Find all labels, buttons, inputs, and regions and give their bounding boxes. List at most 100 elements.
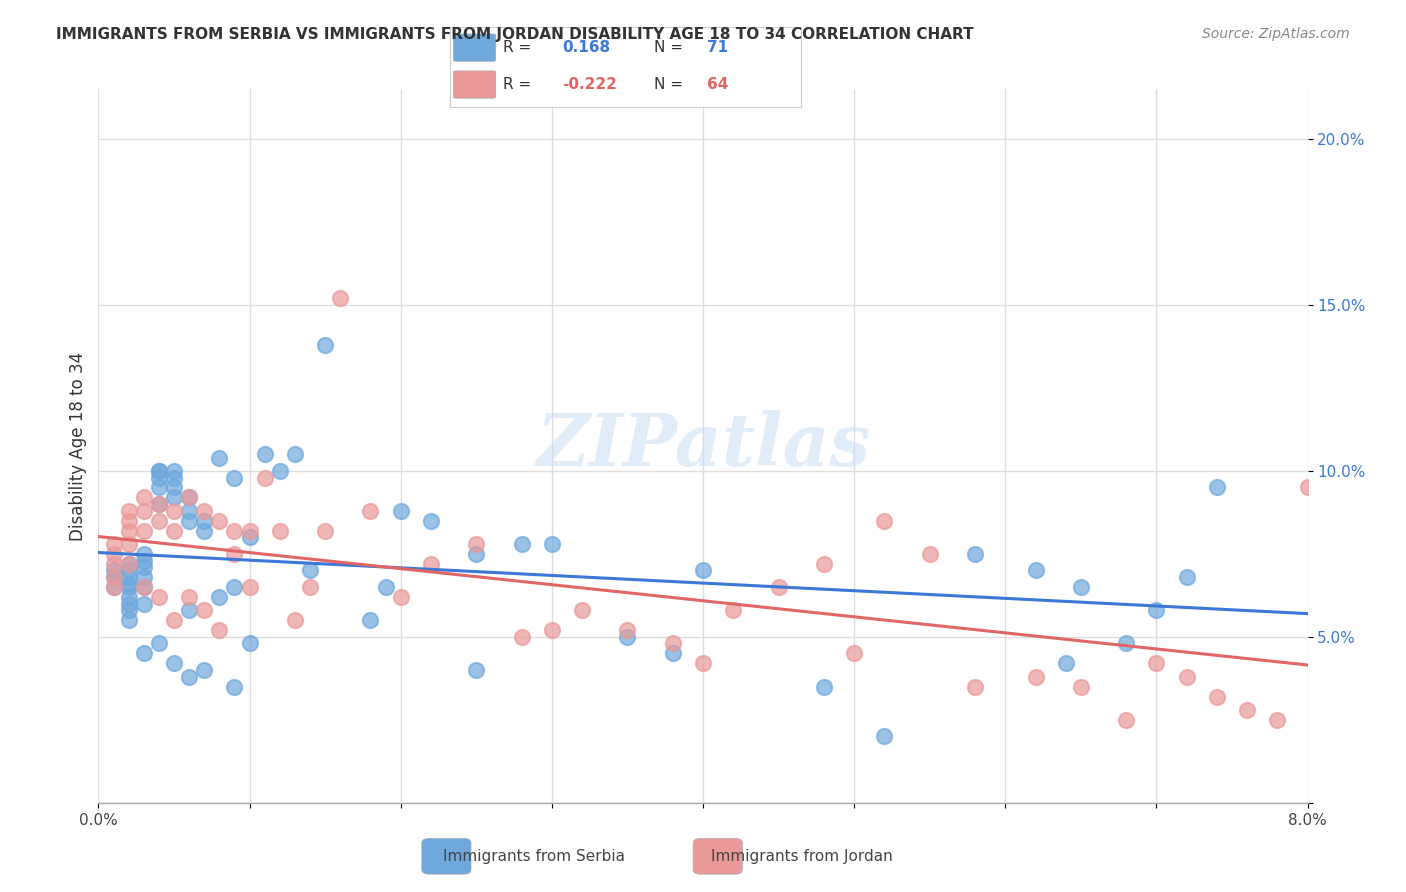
Point [118,576,141,591]
Point [661,636,683,650]
Point [179,504,201,518]
Point [239,530,262,544]
Point [420,557,443,571]
Point [132,580,155,594]
Point [374,580,396,594]
Point [965,680,987,694]
Point [118,524,141,538]
Text: R =: R = [503,77,531,92]
Point [1146,603,1168,617]
Text: 71: 71 [707,40,728,55]
Point [1296,481,1319,495]
Point [163,481,186,495]
Point [844,647,866,661]
Point [360,504,382,518]
Point [465,663,488,677]
Point [179,514,201,528]
Point [661,647,683,661]
Point [1372,690,1395,704]
Point [329,291,352,305]
Point [1206,690,1229,704]
Point [193,504,215,518]
Text: Source: ZipAtlas.com: Source: ZipAtlas.com [1202,27,1350,41]
Point [163,470,186,484]
Point [510,630,533,644]
Point [132,647,155,661]
Point [465,537,488,551]
Point [148,481,170,495]
Text: -0.222: -0.222 [562,77,617,92]
Text: N =: N = [654,77,683,92]
Point [163,491,186,505]
Point [1115,713,1137,727]
Point [465,547,488,561]
Text: 0.168: 0.168 [562,40,610,55]
Point [208,514,231,528]
FancyBboxPatch shape [453,34,496,62]
Point [389,590,412,604]
Point [118,590,141,604]
Point [224,547,246,561]
Point [873,730,896,744]
Point [118,570,141,584]
Point [1070,580,1092,594]
Point [132,570,155,584]
Point [1267,713,1289,727]
Point [148,636,170,650]
Point [163,464,186,478]
Point [193,514,215,528]
Point [224,470,246,484]
Point [571,603,593,617]
Point [768,580,790,594]
Text: R =: R = [503,40,531,55]
Point [148,514,170,528]
Point [118,613,141,627]
Point [1115,636,1137,650]
Point [239,636,262,650]
Point [1025,670,1047,684]
Point [284,613,307,627]
Point [118,597,141,611]
Point [269,464,291,478]
Point [118,580,141,594]
Point [616,624,638,638]
Point [314,524,336,538]
Point [224,580,246,594]
Point [1054,657,1077,671]
Point [540,537,562,551]
Point [813,557,835,571]
Point [208,450,231,465]
Point [179,491,201,505]
Point [299,564,322,578]
Point [118,557,141,571]
Text: IMMIGRANTS FROM SERBIA VS IMMIGRANTS FROM JORDAN DISABILITY AGE 18 TO 34 CORRELA: IMMIGRANTS FROM SERBIA VS IMMIGRANTS FRO… [56,27,974,42]
Point [148,497,170,511]
Point [253,470,276,484]
Point [103,570,125,584]
Point [103,557,125,571]
Point [1175,670,1198,684]
Point [193,663,215,677]
Text: ZIPatlas: ZIPatlas [536,410,870,482]
Point [314,338,336,352]
FancyBboxPatch shape [453,71,496,98]
Point [148,497,170,511]
Point [163,524,186,538]
Point [118,603,141,617]
Point [208,624,231,638]
Point [193,524,215,538]
Point [253,447,276,461]
Point [965,547,987,561]
Point [103,570,125,584]
Point [1146,657,1168,671]
Point [163,504,186,518]
Point [1025,564,1047,578]
Point [269,524,291,538]
Point [179,491,201,505]
Text: Immigrants from Serbia: Immigrants from Serbia [443,849,626,863]
Point [193,603,215,617]
Point [118,537,141,551]
Point [132,553,155,567]
Point [692,564,714,578]
Point [132,547,155,561]
